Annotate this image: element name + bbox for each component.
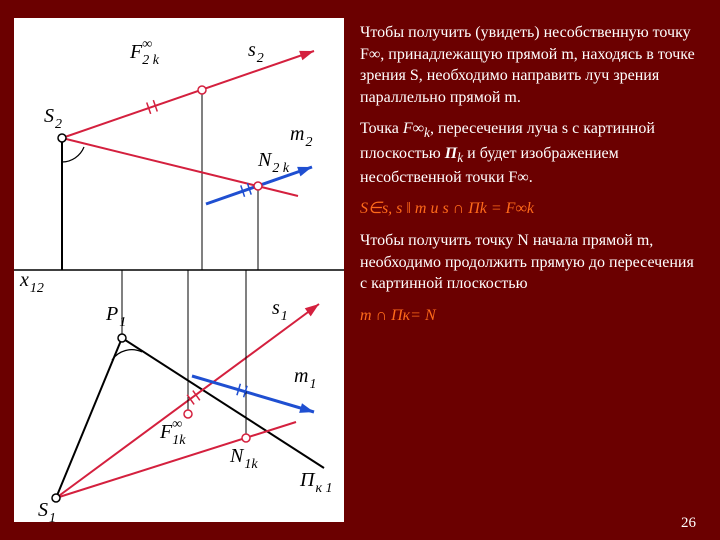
svg-text:N1k: N1k (229, 445, 258, 472)
page-number: 26 (681, 515, 696, 532)
figure-svg: S2 F∞2 k s2 N2 km2 x12 P1 s1 m1 F∞1k N1k Пк 1 S1 (14, 18, 344, 522)
paragraph-2: Точка F∞k, пересечения луча s с картинно… (360, 118, 698, 188)
formula-1: S∈s, s ‖ m и s ∩ Пk = F∞k (360, 198, 698, 220)
svg-text:m2: m2 (290, 123, 312, 150)
svg-text:S2: S2 (44, 105, 62, 132)
svg-text:F∞1k: F∞1k (159, 417, 186, 448)
paragraph-1: Чтобы получить (увидеть) несобственную т… (360, 22, 698, 108)
svg-text:S1: S1 (38, 499, 56, 522)
svg-text:s1: s1 (272, 297, 288, 324)
formula-2: m ∩ Пк= N (360, 305, 698, 327)
geometry-figure: S2 F∞2 k s2 N2 km2 x12 P1 s1 m1 F∞1k N1k Пк 1 S1 (14, 18, 344, 522)
svg-text:P1: P1 (105, 303, 126, 330)
svg-text:m1: m1 (294, 365, 316, 392)
svg-text:F∞2 k: F∞2 k (129, 37, 160, 68)
svg-text:x12: x12 (19, 269, 44, 296)
svg-text:N2 k: N2 k (257, 149, 290, 176)
svg-text:s2: s2 (248, 39, 264, 66)
explanatory-text: Чтобы получить (увидеть) несобственную т… (360, 18, 698, 522)
paragraph-3: Чтобы получить точку N начала прямой m, … (360, 230, 698, 295)
svg-text:Пк 1: Пк 1 (299, 469, 333, 496)
